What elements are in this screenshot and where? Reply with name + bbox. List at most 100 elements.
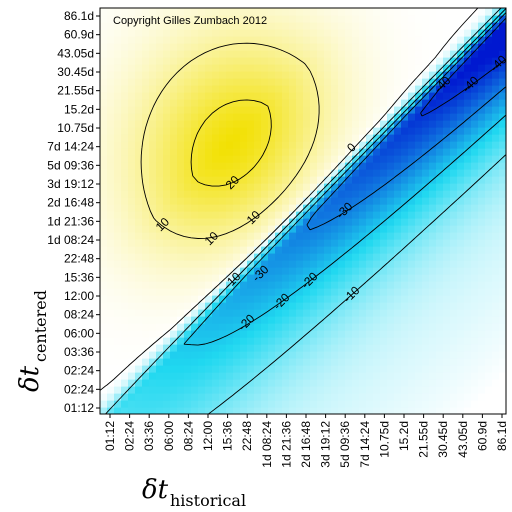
heat-cell	[478, 274, 486, 282]
heat-cell	[471, 267, 479, 275]
heat-cell	[338, 22, 346, 30]
heat-cell	[114, 232, 122, 240]
heat-cell	[114, 246, 122, 254]
heat-cell	[289, 127, 297, 135]
heat-cell	[128, 400, 136, 408]
heat-cell	[170, 400, 178, 408]
heat-cell	[499, 57, 506, 65]
heat-cell	[324, 253, 332, 261]
heat-cell	[156, 281, 164, 289]
heat-cell	[450, 316, 458, 324]
heat-cell	[107, 393, 115, 401]
heat-cell	[464, 211, 472, 219]
heat-cell	[247, 134, 255, 142]
heat-cell	[303, 113, 311, 121]
heat-cell	[149, 400, 157, 408]
heat-cell	[422, 211, 430, 219]
x-tick-label: 15.2d	[397, 421, 411, 451]
heat-cell	[415, 113, 423, 121]
heat-cell	[331, 78, 339, 86]
heat-cell	[191, 92, 199, 100]
heat-cell	[282, 113, 290, 121]
heat-cell	[443, 176, 451, 184]
heat-cell	[212, 260, 220, 268]
heat-cell	[135, 8, 143, 16]
heat-cell	[317, 43, 325, 51]
heat-cell	[471, 372, 479, 380]
heat-cell	[275, 113, 283, 121]
heat-cell	[198, 246, 206, 254]
heat-cell	[177, 99, 185, 107]
heat-cell	[156, 29, 164, 37]
heat-cell	[366, 78, 374, 86]
heat-cell	[128, 169, 136, 177]
heat-cell	[205, 379, 213, 387]
heat-cell	[457, 407, 465, 414]
heat-cell	[282, 8, 290, 16]
heat-cell	[317, 155, 325, 163]
heat-cell	[303, 169, 311, 177]
heat-cell	[289, 85, 297, 93]
heat-cell	[492, 239, 500, 247]
heat-cell	[100, 407, 108, 414]
heat-cell	[289, 274, 297, 282]
heat-cell	[156, 197, 164, 205]
heat-cell	[289, 71, 297, 79]
heat-cell	[275, 169, 283, 177]
heat-cell	[324, 99, 332, 107]
heat-cell	[310, 43, 318, 51]
heat-cell	[492, 274, 500, 282]
heat-cell	[268, 323, 276, 331]
heat-cell	[128, 309, 136, 317]
heat-cell	[443, 351, 451, 359]
heat-cell	[233, 204, 241, 212]
heat-cell	[450, 253, 458, 261]
heat-cell	[492, 190, 500, 198]
heat-cell	[275, 281, 283, 289]
heat-cell	[331, 323, 339, 331]
heat-cell	[331, 141, 339, 149]
heat-cell	[142, 92, 150, 100]
heat-cell	[240, 218, 248, 226]
heat-cell	[457, 337, 465, 345]
heat-cell	[380, 134, 388, 142]
heat-cell	[233, 148, 241, 156]
heat-cell	[359, 295, 367, 303]
heat-cell	[205, 316, 213, 324]
heat-cell	[275, 295, 283, 303]
heat-cell	[478, 211, 486, 219]
heat-cell	[324, 225, 332, 233]
heat-cell	[177, 78, 185, 86]
heat-cell	[310, 148, 318, 156]
heat-cell	[107, 99, 115, 107]
heat-cell	[128, 127, 136, 135]
heat-cell	[436, 372, 444, 380]
heat-cell	[485, 351, 493, 359]
heat-cell	[184, 246, 192, 254]
heat-cell	[191, 302, 199, 310]
heat-cell	[100, 57, 108, 65]
heat-cell	[289, 393, 297, 401]
heat-cell	[324, 120, 332, 128]
heat-cell	[114, 323, 122, 331]
heat-cell	[254, 176, 262, 184]
heat-cell	[303, 372, 311, 380]
heat-cell	[429, 386, 437, 394]
heat-cell	[184, 57, 192, 65]
heat-cell	[429, 92, 437, 100]
heat-cell	[380, 162, 388, 170]
heat-cell	[303, 267, 311, 275]
heat-cell	[352, 225, 360, 233]
heat-cell	[170, 57, 178, 65]
heat-cell	[492, 386, 500, 394]
heat-cell	[163, 127, 171, 135]
heat-cell	[219, 253, 227, 261]
heat-cell	[450, 274, 458, 282]
heat-cell	[205, 253, 213, 261]
heat-cell	[212, 358, 220, 366]
heat-cell	[436, 330, 444, 338]
heat-cell	[408, 99, 416, 107]
heat-cell	[121, 106, 129, 114]
heat-cell	[422, 379, 430, 387]
heat-cell	[415, 267, 423, 275]
